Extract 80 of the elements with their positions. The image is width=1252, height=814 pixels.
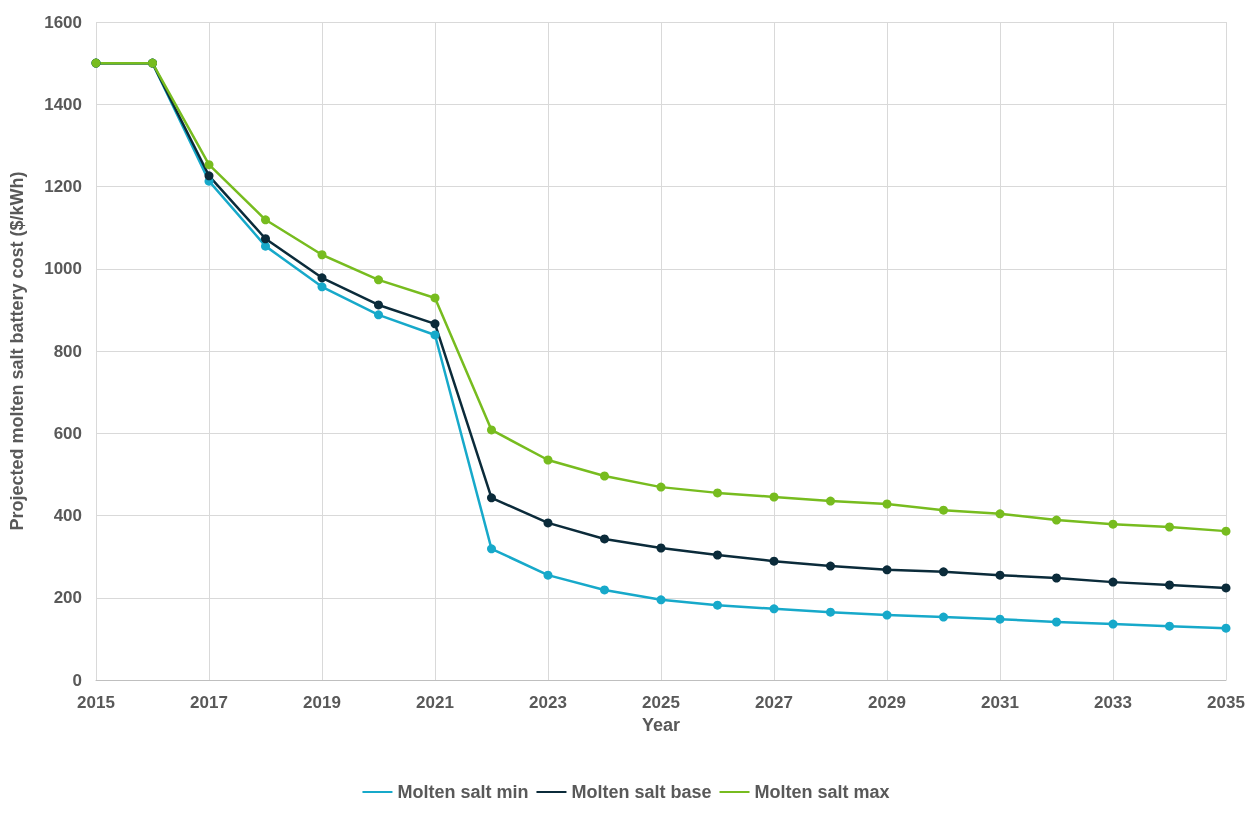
point <box>261 234 270 244</box>
point <box>939 567 948 577</box>
y-tick-label: 1200 <box>44 177 82 196</box>
x-tick-label: 2035 <box>1207 693 1245 712</box>
point <box>1052 515 1061 525</box>
x-tick-label: 2021 <box>416 693 454 712</box>
y-tick-label: 1000 <box>44 259 82 279</box>
y-tick-label: 1400 <box>44 94 82 114</box>
point <box>995 509 1005 519</box>
x-tick-label: 2015 <box>77 693 115 712</box>
point <box>656 543 666 553</box>
x-tick-label: 2031 <box>981 693 1019 712</box>
point <box>600 471 609 481</box>
y-tick-label: 400 <box>53 506 82 525</box>
point <box>317 273 327 283</box>
x-tick-label: 2017 <box>190 693 228 712</box>
x-tick-label: 2019 <box>303 693 341 712</box>
point <box>769 492 779 502</box>
legend-label: Molten salt min <box>397 782 529 802</box>
x-tick-label: 2033 <box>1094 693 1132 712</box>
x-tick-label: 2027 <box>755 693 793 712</box>
point <box>713 488 722 498</box>
point <box>600 534 609 544</box>
x-tick-label: 2023 <box>529 693 567 712</box>
point <box>261 215 270 225</box>
y-tick-label: 0 <box>72 670 82 690</box>
y-tick-label: 200 <box>53 588 82 608</box>
point <box>826 561 835 571</box>
point <box>713 550 722 560</box>
point <box>1108 577 1118 587</box>
point <box>939 612 948 622</box>
point <box>430 330 440 340</box>
point <box>487 425 496 435</box>
y-tick-label: 1600 <box>44 12 82 32</box>
point <box>317 250 327 260</box>
point <box>939 505 948 515</box>
point <box>430 293 440 303</box>
point <box>995 614 1005 624</box>
point <box>374 275 383 285</box>
point <box>600 585 609 595</box>
point <box>374 310 383 320</box>
point <box>543 455 553 465</box>
y-tick-label: 800 <box>53 341 82 361</box>
point <box>1221 526 1231 536</box>
point <box>1165 522 1174 532</box>
point <box>882 499 892 509</box>
point <box>656 482 666 492</box>
point <box>1221 623 1231 633</box>
point <box>1108 619 1118 629</box>
x-tick-label: 2025 <box>642 693 680 712</box>
point <box>826 607 835 617</box>
point <box>374 300 383 310</box>
point <box>204 160 214 170</box>
point <box>317 282 327 292</box>
point <box>656 595 666 605</box>
point <box>487 493 496 503</box>
point <box>1221 583 1231 593</box>
point <box>995 570 1005 580</box>
point <box>543 570 553 580</box>
point <box>1165 621 1174 631</box>
x-tick-label: 2029 <box>868 693 906 712</box>
y-tick-label: 600 <box>53 423 82 443</box>
point <box>882 610 892 620</box>
point <box>882 565 892 575</box>
point <box>430 319 440 329</box>
legend-label: Molten salt max <box>754 782 890 802</box>
point <box>826 496 835 506</box>
point <box>1052 573 1061 583</box>
point <box>543 518 553 528</box>
point <box>1165 580 1174 590</box>
x-axis-title: Year <box>641 715 681 735</box>
legend-label: Molten salt base <box>571 782 712 802</box>
point <box>487 544 496 554</box>
point <box>769 604 779 614</box>
y-axis-title: Projected molten salt battery cost ($/kWh) <box>7 171 27 531</box>
point <box>1108 519 1118 529</box>
point <box>769 556 779 566</box>
point <box>1052 617 1061 627</box>
point <box>713 600 722 610</box>
point <box>204 171 214 181</box>
